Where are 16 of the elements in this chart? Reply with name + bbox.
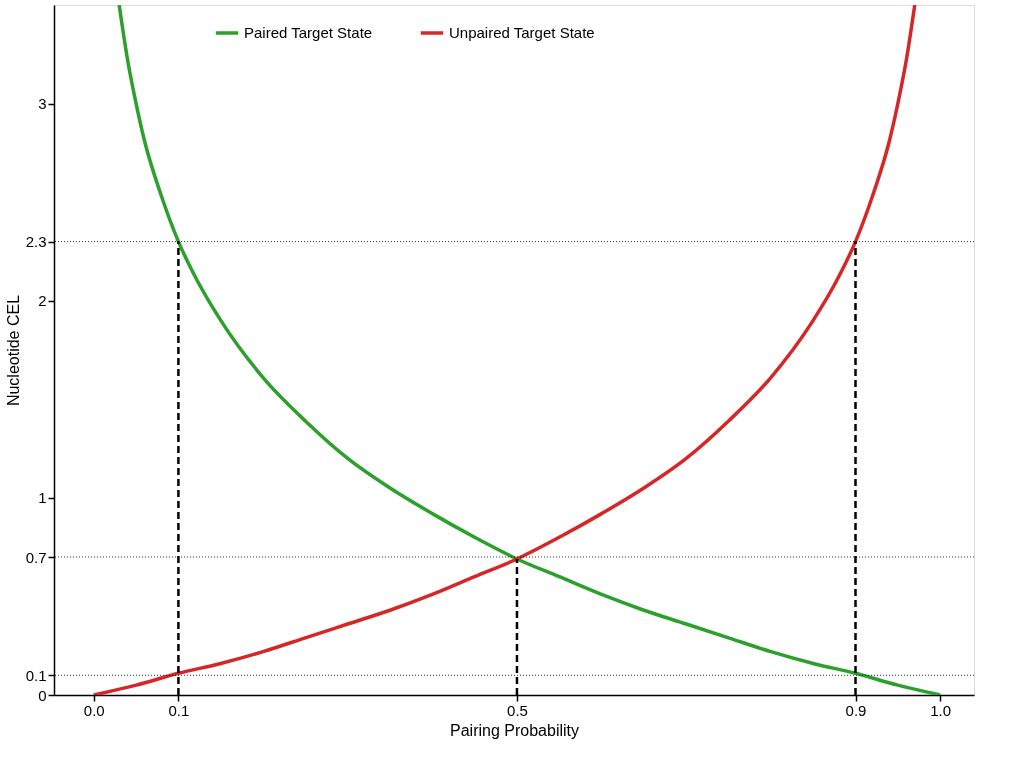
x-tick-label: 0.5 xyxy=(507,701,528,719)
y-axis-title: Nucleotide CEL xyxy=(4,294,22,407)
y-tick-label: 0.1 xyxy=(25,666,47,684)
x-tick-label: 0.1 xyxy=(168,701,190,719)
y-tick-label: 2.3 xyxy=(25,233,47,251)
y-tick-label: 2 xyxy=(38,292,47,310)
y-tick-label: 0.7 xyxy=(25,548,47,566)
legend-label: Paired Target State xyxy=(244,24,373,41)
legend-label: Unpaired Target State xyxy=(449,24,595,41)
y-tick-label: 1 xyxy=(38,489,47,507)
x-axis-title: Pairing Probability xyxy=(450,721,579,739)
y-tick-label: 3 xyxy=(38,95,47,113)
x-tick-label: 0.0 xyxy=(83,701,105,719)
x-tick-label: 0.9 xyxy=(845,701,867,719)
y-tick-label: 0 xyxy=(38,686,47,704)
x-tick-label: 1.0 xyxy=(930,701,952,719)
